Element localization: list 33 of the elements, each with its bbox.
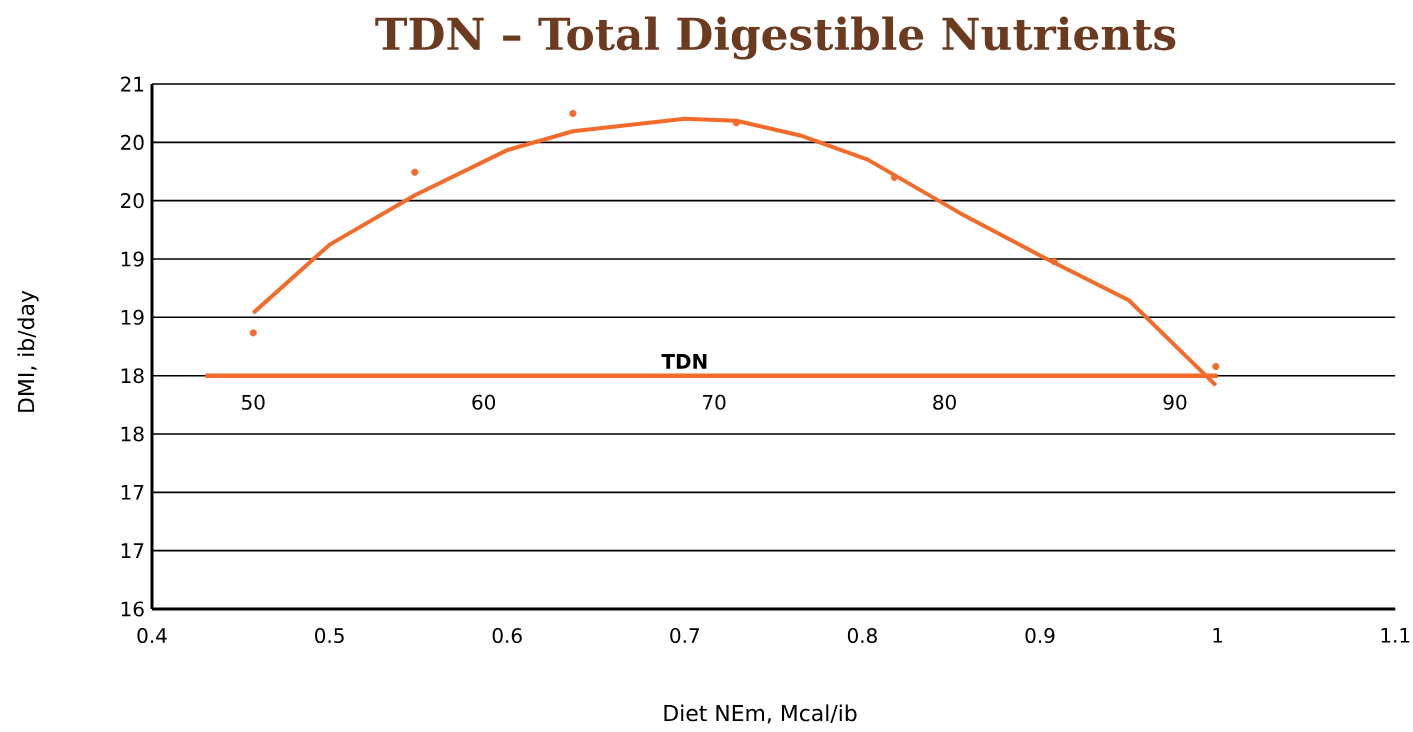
point — [411, 168, 419, 176]
point — [569, 109, 577, 117]
point — [249, 329, 257, 337]
x-tick-label: 0.6 — [492, 628, 522, 644]
y-tick-label: 20 — [121, 134, 144, 150]
y-tick-label: 19 — [121, 309, 144, 325]
y-tick-label: 21 — [121, 76, 144, 92]
annotation: 90 — [1163, 394, 1187, 410]
annotation: 60 — [472, 394, 496, 410]
x-tick-label: 0.7 — [670, 628, 699, 644]
y-tick-label: 19 — [121, 251, 144, 267]
x-tick-label: 0.8 — [847, 628, 877, 644]
x-axis-title: Diet NEm, Mcal/ib — [664, 704, 857, 724]
ref-line-label: TDN — [661, 354, 707, 369]
annotation: 50 — [242, 394, 265, 410]
y-tick-label: 18 — [121, 368, 144, 384]
x-tick-label: 0.9 — [1025, 628, 1055, 644]
x-tick-label: 1 — [1213, 628, 1223, 643]
x-tick-label: 1.1 — [1381, 628, 1410, 643]
y-axis-title: DMI, ib/day — [17, 290, 39, 412]
point — [890, 173, 898, 182]
y-tick-label: 17 — [121, 485, 144, 500]
y-tick-label: 18 — [121, 426, 144, 442]
point — [1212, 362, 1220, 371]
y-tick-label: 20 — [121, 193, 144, 209]
point — [1050, 257, 1058, 266]
y-tick-label: 17 — [121, 543, 144, 558]
chart-title: TDN – Total Digestible Nutrients — [375, 16, 1176, 60]
y-tick-label: 16 — [121, 601, 144, 617]
x-tick-label: 0.5 — [315, 628, 344, 644]
x-tick-label: 0.4 — [137, 628, 167, 644]
annotation: 70 — [703, 394, 726, 410]
annotation: 80 — [933, 394, 956, 410]
